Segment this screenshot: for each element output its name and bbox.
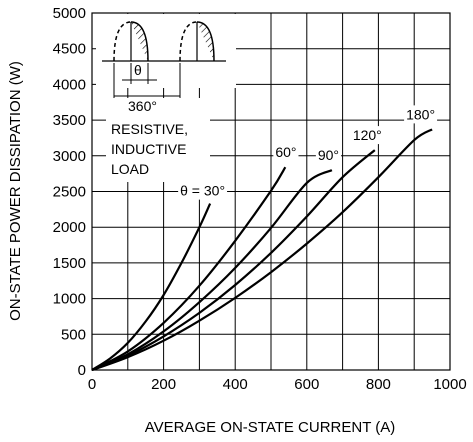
load-label-line-2: INDUCTIVE bbox=[111, 141, 186, 157]
x-tick-label: 400 bbox=[223, 376, 248, 393]
y-tick-label: 3500 bbox=[53, 112, 86, 129]
curve-series-4 bbox=[91, 128, 433, 372]
x-tick-label: 800 bbox=[366, 376, 391, 393]
load-label-line-1: RESISTIVE, bbox=[111, 121, 188, 137]
curve-label-bg bbox=[178, 181, 228, 200]
waveform-inset: θ bbox=[96, 14, 236, 100]
curve-label-series-3: 120° bbox=[353, 127, 382, 143]
waveform-angle-label: θ bbox=[134, 62, 142, 78]
curve-label-bg bbox=[404, 105, 438, 124]
y-tick-label: 0 bbox=[78, 362, 86, 379]
waveform-dashed-rise-2 bbox=[179, 21, 198, 62]
tick-labels: 0 200 400 600 800 1000 0 500 1000 1500 2000 2500 300… bbox=[53, 5, 467, 393]
curve-series-0 bbox=[91, 203, 212, 371]
waveform-solid-fall-2 bbox=[196, 21, 215, 62]
y-tick-label: 2000 bbox=[53, 219, 86, 236]
y-tick-label: 5000 bbox=[53, 5, 86, 22]
y-tick-label: 4000 bbox=[53, 76, 86, 93]
y-axis-title: ON-STATE POWER DISSIPATION (W) bbox=[7, 61, 24, 321]
x-tick-label: 1000 bbox=[433, 376, 466, 393]
curve-series-3 bbox=[91, 149, 376, 372]
curve-label-series-1: 60° bbox=[275, 144, 296, 160]
curve-labels: θ = 30° 60° 90° 120° 180° bbox=[178, 105, 438, 200]
x-tick-label: 600 bbox=[294, 376, 319, 393]
load-label-line-3: LOAD bbox=[111, 161, 149, 177]
y-tick-label: 1500 bbox=[53, 255, 86, 272]
curve-label-series-4: 180° bbox=[406, 106, 435, 122]
waveform-solid-fall bbox=[130, 21, 149, 62]
x-tick-label: 0 bbox=[88, 376, 96, 393]
curve-series-1 bbox=[91, 166, 287, 371]
x-axis-title: AVERAGE ON-STATE CURRENT (A) bbox=[145, 419, 396, 436]
curve-label-series-0: θ = 30° bbox=[180, 183, 225, 199]
curve-label-bg bbox=[315, 146, 342, 165]
curve-label-bg bbox=[350, 126, 384, 145]
y-tick-label: 2500 bbox=[53, 184, 86, 201]
curves bbox=[91, 128, 433, 372]
curve-label-series-2: 90° bbox=[318, 147, 339, 163]
waveform-dashed-rise bbox=[113, 21, 132, 62]
y-tick-label: 4500 bbox=[53, 41, 86, 58]
waveform-period-label: 360° bbox=[128, 98, 157, 114]
y-tick-label: 3000 bbox=[53, 148, 86, 165]
annotations: 360° RESISTIVE, INDUCTIVE LOAD bbox=[106, 98, 210, 182]
plot-frame bbox=[91, 12, 451, 371]
y-tick-label: 500 bbox=[61, 326, 86, 343]
x-tick-label: 200 bbox=[151, 376, 176, 393]
curve-series-2 bbox=[91, 169, 333, 372]
curve-label-bg bbox=[273, 143, 299, 162]
y-tick-label: 1000 bbox=[53, 291, 86, 308]
